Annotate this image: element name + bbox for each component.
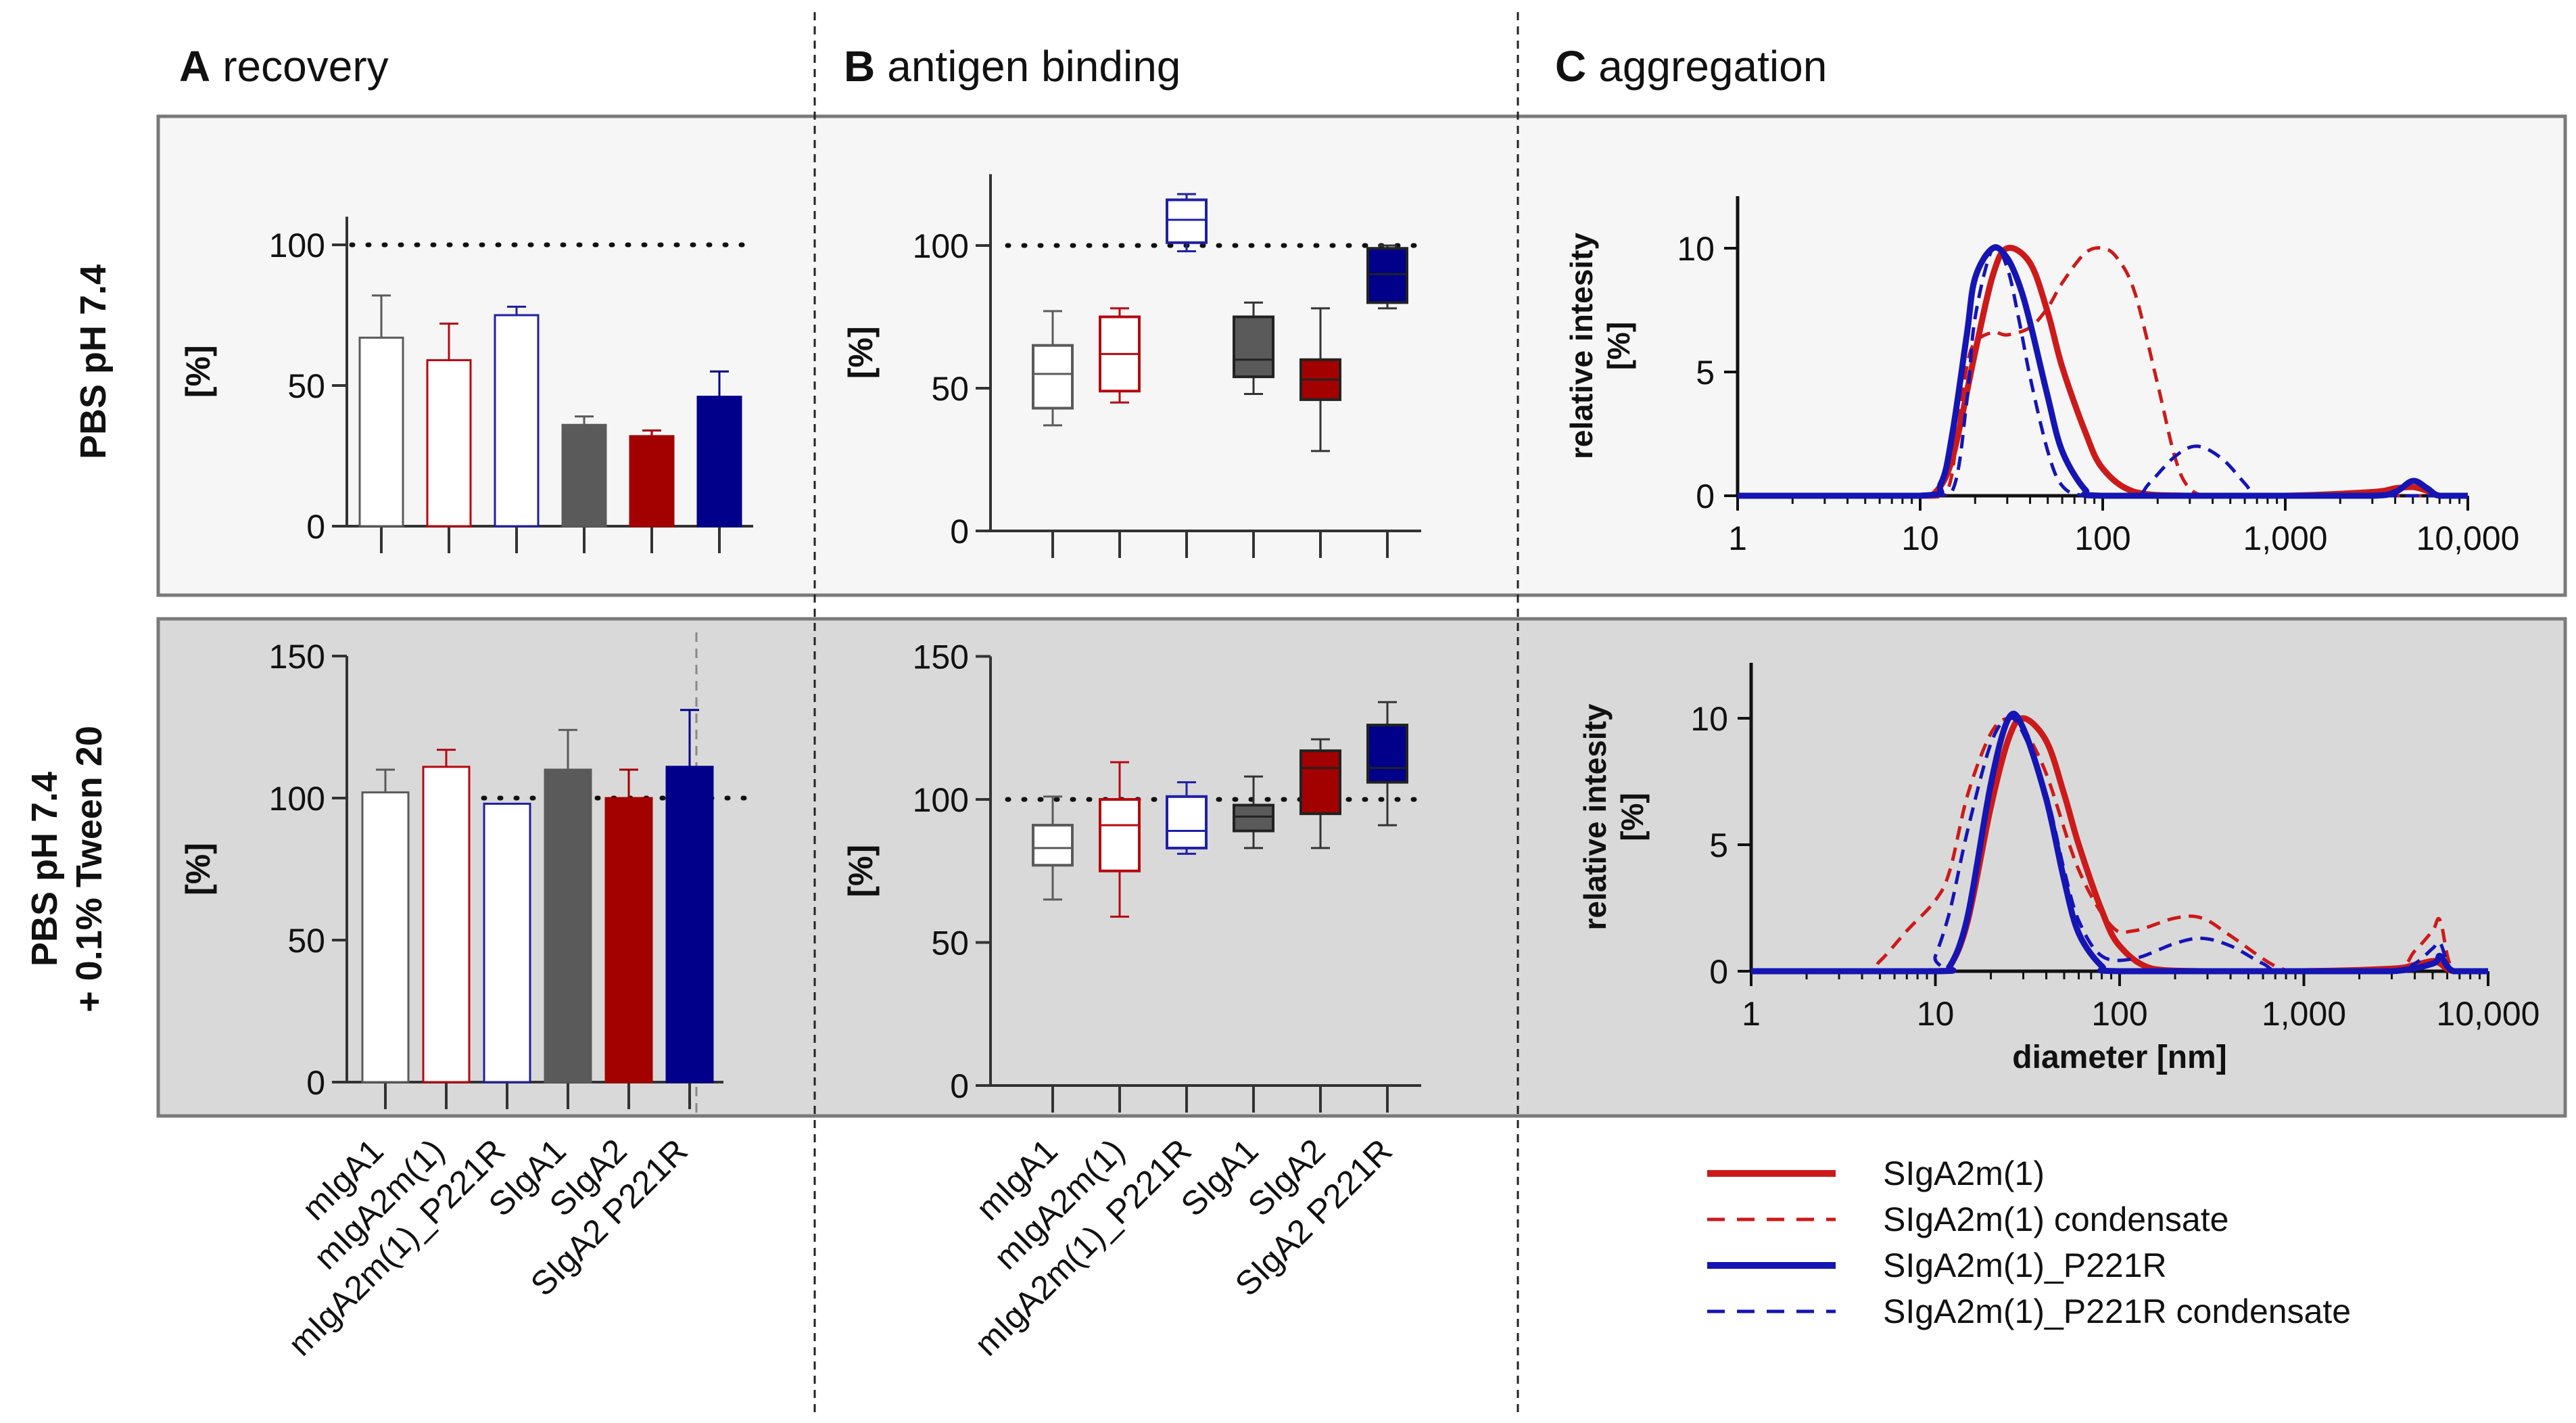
x-axis-label: diameter [nm] <box>2012 1040 2226 1075</box>
y-tick-label: 0 <box>306 508 325 546</box>
y-tick-label: 0 <box>950 1067 969 1105</box>
box-mIgA1 <box>1032 344 1074 410</box>
bar-mIgA1 <box>361 791 410 1083</box>
box-SIgA2 P221R <box>1366 724 1408 784</box>
chart-B_bottom: 0 50 100 150 [%] <box>842 638 1429 1113</box>
y-tick-label: 100 <box>913 781 969 819</box>
bar-mIgA2m(1) <box>422 766 471 1083</box>
y-axis-label: relative intesity <box>1564 233 1599 459</box>
y-tick-label: 100 <box>913 227 969 265</box>
y-axis-unit: [%] <box>1615 793 1650 841</box>
series-siga2m-1- <box>1737 244 2468 499</box>
bar-SIgA1 <box>561 423 607 528</box>
x-tick-label: 100 <box>2074 519 2130 557</box>
y-tick-label: 10 <box>1677 230 1715 268</box>
legend-label: SIgA2m(1)_P221R condensate <box>1883 1292 2351 1330</box>
y-tick-label: 50 <box>931 370 969 408</box>
y-axis-label: [%] <box>179 843 217 895</box>
row-label-top: PBS pH 7.4 <box>73 264 114 459</box>
box-mIgA2m(1)_P221R <box>1166 198 1208 244</box>
bar-mIgA2m(1)_P221R <box>483 802 531 1083</box>
y-axis-label: relative intesity <box>1577 703 1613 930</box>
x-tick-label: 10,000 <box>2416 519 2520 557</box>
y-tick-label: 0 <box>306 1064 325 1102</box>
box-SIgA2 P221R <box>1366 247 1408 304</box>
bar-SIgA1 <box>544 768 592 1083</box>
box-SIgA1 <box>1233 803 1274 833</box>
y-axis-unit: [%] <box>1601 322 1636 371</box>
chart-C_top: 0 5 10 1 10 100 1,000 10,000 relative intesity [%… <box>1564 196 2519 557</box>
legend-label: SIgA2m(1)_P221R <box>1883 1246 2167 1284</box>
series-siga2m-1-p221r-condensate <box>1751 716 2488 973</box>
box-mIgA1 <box>1032 824 1074 867</box>
row-label-bottom-line1: PBS pH 7.4 <box>24 772 65 966</box>
legend-label: SIgA2m(1) condensate <box>1883 1200 2228 1238</box>
y-tick-label: 50 <box>287 922 325 960</box>
bar-SIgA2 <box>604 797 653 1083</box>
legend-label: SIgA2m(1) <box>1883 1154 2045 1192</box>
y-tick-label: 5 <box>1696 354 1715 392</box>
series-siga2m-1-p221r <box>1737 244 2468 499</box>
chart-B_top: 0 50 100 [%] <box>842 174 1429 558</box>
y-tick-label: 150 <box>269 638 325 676</box>
bar-SIgA2 P221R <box>696 396 742 528</box>
y-tick-label: 100 <box>269 227 325 264</box>
x-tick-label: 100 <box>2091 995 2147 1033</box>
chart-A_bottom: 0 50 100 150 [%] <box>179 638 753 1109</box>
y-tick-label: 0 <box>1696 477 1715 515</box>
y-tick-label: 50 <box>931 925 969 962</box>
sample-label: SIgA1 <box>1174 1132 1266 1223</box>
y-axis-label: [%] <box>179 345 217 398</box>
y-tick-label: 50 <box>287 367 325 405</box>
x-tick-label: 1,000 <box>2243 519 2327 557</box>
row-label-bottom-line2: + 0.1% Tween 20 <box>69 726 110 1012</box>
y-axis-label: [%] <box>842 326 880 379</box>
bar-mIgA2m(1) <box>426 359 472 528</box>
bar-SIgA2 P221R <box>665 766 714 1083</box>
x-tick-label: 10 <box>1901 519 1939 557</box>
series-siga2m-1-condensate <box>1737 246 2468 498</box>
y-tick-label: 0 <box>1709 953 1728 991</box>
series-siga2m-1-p221r-condensate <box>1737 244 2468 498</box>
y-tick-label: 0 <box>950 513 969 551</box>
box-SIgA2 <box>1299 749 1341 816</box>
y-tick-label: 10 <box>1690 700 1728 738</box>
box-SIgA1 <box>1233 315 1274 379</box>
chart-A_top: 0 50 100 [%] <box>179 216 753 553</box>
y-tick-label: 150 <box>913 638 969 676</box>
x-tick-label: 1 <box>1728 519 1747 557</box>
x-tick-label: 10 <box>1917 995 1955 1033</box>
x-tick-label: 1 <box>1742 995 1761 1033</box>
x-tick-label: 1,000 <box>2262 995 2346 1033</box>
y-tick-label: 5 <box>1709 826 1728 864</box>
x-tick-label: 10,000 <box>2437 995 2540 1033</box>
row-top-panel <box>156 114 2567 597</box>
series-siga2m-1-condensate <box>1751 716 2488 973</box>
series-siga2m-1-p221r <box>1751 710 2488 975</box>
y-axis-label: [%] <box>842 845 880 897</box>
y-tick-label: 100 <box>269 780 325 818</box>
bar-mIgA1 <box>358 336 404 528</box>
box-mIgA2m(1)_P221R <box>1166 795 1208 849</box>
bar-mIgA2m(1)_P221R <box>494 314 540 528</box>
box-mIgA2m(1) <box>1099 798 1141 872</box>
bar-SIgA2 <box>629 435 675 528</box>
chart-C_bottom: 0 5 10 1 10 100 1,000 10,000 relative intesity [%… <box>1577 663 2539 1075</box>
